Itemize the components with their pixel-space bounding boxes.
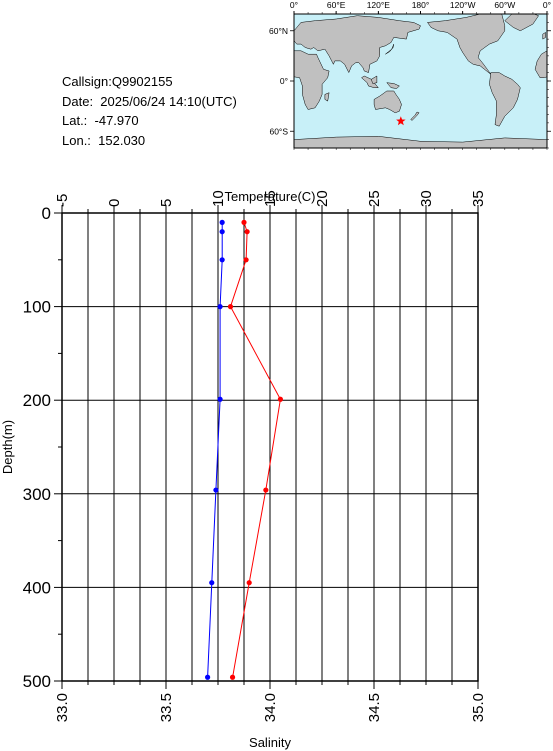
- map-lon-label: 120°E: [367, 0, 391, 10]
- depth-tick-label: 400: [23, 578, 51, 597]
- float-info: Callsign:Q9902155 Date: 2025/06/24 14:10…: [62, 72, 237, 150]
- salinity-profile-line: [207, 222, 223, 678]
- landmass-japan: [385, 44, 395, 55]
- grid-lines: [62, 213, 478, 681]
- map-lat-label: 0°: [280, 76, 288, 86]
- map-lat-label: 60°N: [269, 26, 288, 36]
- landmass-madagascar: [324, 92, 330, 102]
- map-lon-label: 120°W: [450, 0, 476, 10]
- temperature-data-point: [244, 229, 250, 235]
- salinity-tick-label: 33.0: [54, 693, 71, 722]
- landmass-borneo-newguinea: [370, 75, 378, 84]
- map-lon-label: 0°: [543, 0, 551, 10]
- map-lon-label: 60°W: [494, 0, 515, 10]
- depth-tick-label: 0: [42, 204, 51, 223]
- temperature-data-point: [229, 674, 236, 680]
- salinity-tick-label: 35.0: [470, 693, 487, 722]
- landmass-africa-west: [534, 50, 547, 78]
- map-lon-label: 180°: [412, 0, 430, 10]
- depth-axis-title: Depth(m): [0, 420, 15, 474]
- depth-tick-label: 500: [23, 672, 51, 691]
- landmass-britain: [542, 31, 546, 40]
- landmass-south-america: [489, 72, 521, 127]
- landmass-europe-asia: [294, 15, 421, 74]
- longitude-text: Lon.: 152.030: [62, 132, 146, 148]
- temperature-data-point: [277, 396, 283, 402]
- temperature-axis-title: Temperature(C): [224, 189, 315, 204]
- map-lon-label: 60°E: [327, 0, 346, 10]
- callsign-text: Callsign:Q9902155: [62, 74, 173, 89]
- temperature-data-point: [263, 487, 269, 493]
- depth-tick-label: 100: [23, 298, 51, 317]
- salinity-data-point: [219, 257, 225, 263]
- landmass-new-guinea: [386, 82, 400, 89]
- salinity-data-point: [213, 487, 219, 493]
- landmass-africa: [294, 50, 330, 110]
- temperature-tick-label: 25: [366, 190, 383, 207]
- map-lon-label: 0°: [290, 0, 298, 10]
- temperature-tick-label: 35: [470, 190, 487, 207]
- map-land: [294, 14, 547, 148]
- float-location-star-icon: [396, 116, 406, 126]
- map-lat-label: 60°S: [269, 126, 288, 136]
- landmass-australia: [373, 90, 402, 114]
- salinity-tick-label: 34.5: [366, 693, 383, 722]
- salinity-tick-label: 33.5: [158, 693, 175, 722]
- date-text: Date: 2025/06/24 14:10(UTC): [62, 93, 237, 109]
- salinity-axis-title: Salinity: [249, 735, 291, 750]
- temperature-tick-label: 20: [314, 190, 331, 207]
- landmass-new-zealand: [410, 111, 420, 121]
- depth-tick-label: 200: [23, 391, 51, 410]
- landmass-southeast-asia: [361, 75, 379, 88]
- landmass-north-america: [427, 14, 506, 75]
- location-map: 0° 60°E 120°E 180° 120°W 60°W 0° 60°N 0° 60°S: [269, 0, 551, 150]
- temperature-data-point: [241, 219, 247, 225]
- temperature-tick-label: 10: [210, 190, 227, 207]
- salinity-data-point: [219, 229, 225, 235]
- temperature-tick-label: 30: [418, 190, 435, 207]
- temperature-tick-label: -5: [54, 194, 71, 207]
- salinity-data-point: [217, 396, 223, 402]
- salinity-data-point: [217, 304, 223, 310]
- temperature-tick-label: 15: [262, 190, 279, 207]
- latitude-text: Lat.: -47.970: [62, 113, 139, 128]
- landmass-greenland: [504, 14, 539, 32]
- temperature-tick-label: 0: [106, 199, 123, 207]
- temperature-data-point: [246, 580, 252, 586]
- depth-tick-label: 300: [23, 485, 51, 504]
- temperature-data-point: [227, 304, 234, 310]
- temperature-profile-line: [229, 222, 281, 678]
- salinity-tick-label: 34.0: [262, 693, 279, 722]
- temperature-data-point: [243, 257, 249, 263]
- salinity-data-point: [219, 219, 225, 225]
- landmass-antarctica: [294, 136, 547, 148]
- salinity-data-point: [205, 674, 211, 680]
- salinity-data-point: [209, 580, 215, 586]
- temperature-tick-label: 5: [158, 199, 175, 207]
